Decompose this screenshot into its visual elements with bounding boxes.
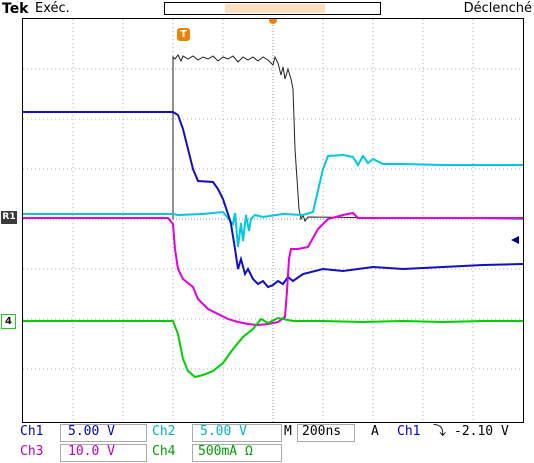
trigger-marker-label: T [180,29,187,40]
trigger-source[interactable]: Ch1 [397,424,421,439]
readout-bar: Ch1 5.00 V Ch2 5.00 V M 200ns A Ch1 ⤵ -2… [0,423,534,463]
trigger-label: A [371,424,379,439]
graticule-center [23,19,523,422]
record-position-bar[interactable] [164,2,381,15]
trigger-slope-icon: ⤵ [433,424,447,439]
ch4-label[interactable]: Ch4 [152,444,176,459]
trigger-position-icon [269,19,277,24]
ch4-scale: 500mA Ω [198,444,253,459]
ch3-scale: 10.0 V [68,444,115,459]
trigger-level-icon [511,236,519,244]
trigger-level[interactable]: -2.10 V [454,424,509,439]
ch2-label[interactable]: Ch2 [152,424,176,439]
ch1-scale-box[interactable] [60,424,147,442]
brand-logo: Tek [2,1,29,17]
graticule-grid [23,19,523,422]
timebase-label: M [284,424,292,439]
ch2-scale: 5.00 V [200,424,247,439]
ch1-waveform [23,111,523,289]
ch4-waveform [23,316,523,379]
ch2-scale-box[interactable] [192,424,282,442]
ch1-label[interactable]: Ch1 [20,424,44,439]
trigger-status: Déclenché [463,1,532,16]
ch4-scale-box[interactable] [192,444,282,462]
ref-waveform [172,54,523,223]
ch3-scale-box[interactable] [60,444,147,462]
acquisition-status: Exéc. [35,1,70,16]
trigger-marker-badge: T [177,28,190,41]
ch3-waveform [23,211,523,327]
waveform-display[interactable]: T [22,18,524,423]
ch3-label[interactable]: Ch3 [20,444,44,459]
ch4-marker[interactable]: 4 [1,314,16,329]
record-window [225,4,325,13]
ch1-scale: 5.00 V [68,424,115,439]
top-status-bar: Tek Exéc. Déclenché [0,0,534,20]
timebase-box[interactable] [297,424,355,442]
ref1-marker[interactable]: R1 [1,211,17,224]
timebase-value: 200ns [302,424,342,439]
